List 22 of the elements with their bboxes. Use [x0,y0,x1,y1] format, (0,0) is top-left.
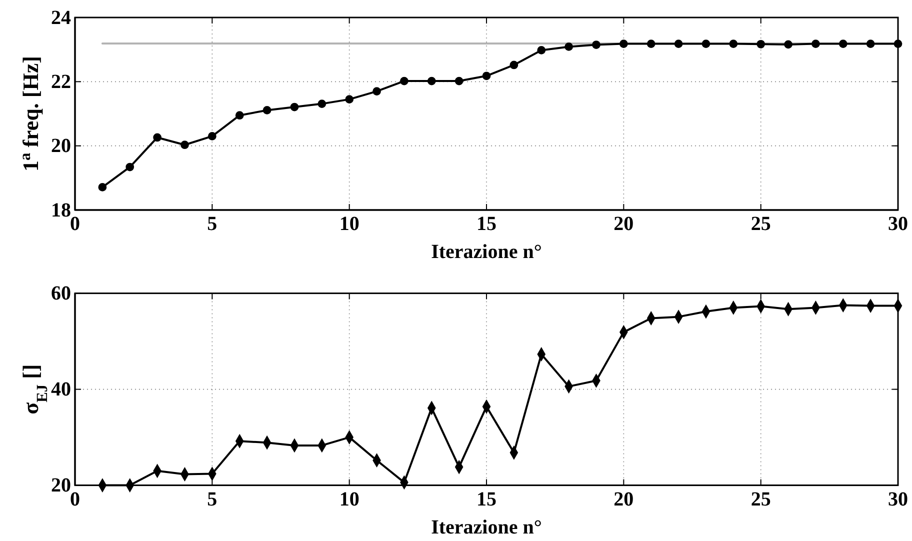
x-tick-label: 30 [888,213,908,236]
x-axis-title: Iterazione n° [431,241,542,263]
y-tick-label: 60 [51,282,71,305]
x-tick-label: 15 [476,213,496,236]
x-tick-label: 10 [339,213,360,236]
x-axis-title: Iterazione n° [431,516,542,538]
y-tick-label: 20 [51,135,71,158]
y-tick-label: 40 [51,378,71,401]
x-tick-label: 30 [888,488,908,510]
x-tick-label: 25 [750,488,771,510]
y-tick-label: 18 [51,199,71,222]
x-tick-label: 5 [207,213,218,236]
x-tick-label: 5 [207,488,218,510]
x-tick-label: 20 [614,213,634,236]
x-tick-label: 0 [70,488,80,510]
x-tick-label: 15 [476,488,496,510]
x-tick-label: 10 [339,488,360,510]
y-tick-label: 22 [51,71,71,94]
x-tick-label: 25 [750,213,771,236]
x-tick-label: 20 [614,488,634,510]
x-tick-label: 0 [70,213,80,236]
y-tick-label: 24 [51,6,71,29]
